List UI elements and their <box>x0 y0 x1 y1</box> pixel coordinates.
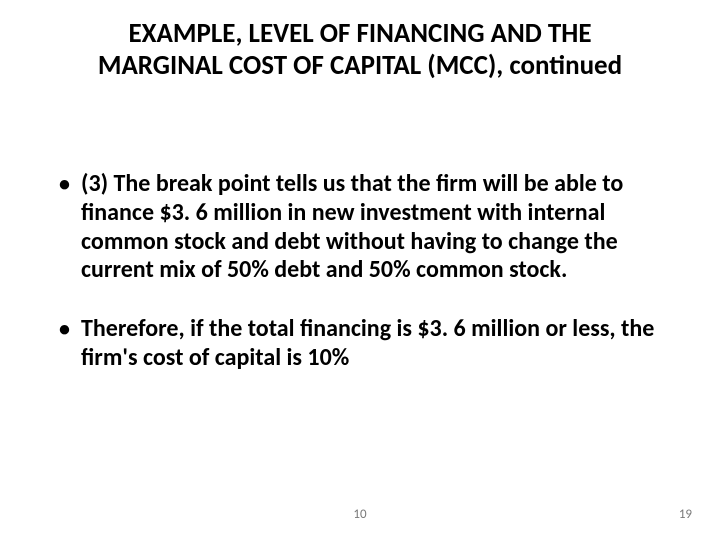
slide: EXAMPLE, LEVEL OF FINANCING AND THE MARG… <box>0 0 720 540</box>
list-item: (3) The break point tells us that the fi… <box>55 170 665 285</box>
slide-body: (3) The break point tells us that the fi… <box>55 170 665 403</box>
slide-title: EXAMPLE, LEVEL OF FINANCING AND THE MARG… <box>78 18 642 82</box>
list-item: Therefore, if the total financing is $3.… <box>55 315 665 373</box>
footer-page-number-center: 10 <box>0 507 720 522</box>
footer-page-number-right: 19 <box>679 507 692 522</box>
bullet-list: (3) The break point tells us that the fi… <box>55 170 665 373</box>
